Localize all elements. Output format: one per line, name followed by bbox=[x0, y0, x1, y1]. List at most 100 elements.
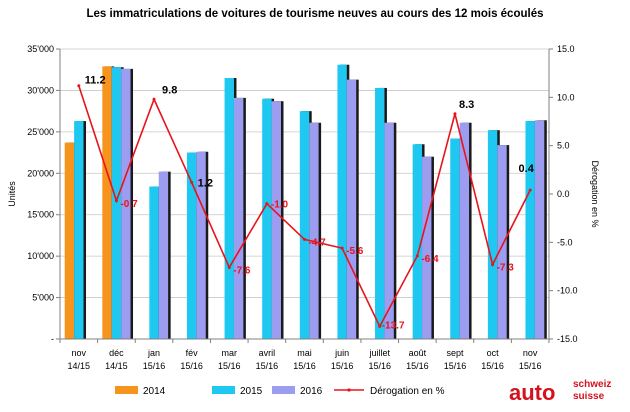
y-axis-title: Unités bbox=[7, 181, 17, 207]
chart-title: Les immatriculations de voitures de tour… bbox=[87, 8, 544, 20]
deviation-point bbox=[114, 199, 118, 203]
legend-marker bbox=[347, 388, 351, 392]
bar bbox=[196, 151, 206, 339]
deviation-point bbox=[415, 254, 419, 258]
deviation-point bbox=[152, 97, 156, 101]
data-label: -7.3 bbox=[497, 263, 515, 274]
legend-label: 2016 bbox=[300, 386, 323, 397]
y-tick-label: 25'000 bbox=[27, 127, 54, 137]
bar bbox=[422, 156, 432, 339]
x-tick-label: nov bbox=[523, 348, 538, 358]
deviation-point bbox=[77, 84, 81, 88]
x-tick-label: 14/15 bbox=[105, 361, 128, 371]
y2-tick-label: 15.0 bbox=[557, 44, 575, 54]
x-tick-label: avril bbox=[259, 348, 276, 358]
bar bbox=[102, 66, 112, 340]
data-label: -5.6 bbox=[346, 246, 364, 257]
data-label: -4.7 bbox=[309, 237, 327, 248]
data-label: -6.4 bbox=[421, 254, 439, 265]
bar bbox=[384, 122, 394, 339]
x-tick-label: nov bbox=[72, 348, 87, 358]
x-tick-label: 15/16 bbox=[218, 361, 241, 371]
deviation-point bbox=[190, 180, 194, 184]
x-tick-label: 15/16 bbox=[519, 361, 542, 371]
x-tick-label: 15/16 bbox=[368, 361, 391, 371]
x-tick-label: 15/16 bbox=[180, 361, 203, 371]
y2-tick-label: -15.0 bbox=[557, 334, 578, 344]
x-tick-label: 15/16 bbox=[293, 361, 316, 371]
x-tick-label: 15/16 bbox=[481, 361, 504, 371]
x-tick-label: juillet bbox=[368, 348, 390, 358]
auto-schweiz-logo: auto schweiz suisse bbox=[509, 379, 611, 405]
bar bbox=[64, 142, 75, 339]
x-tick-label: mar bbox=[222, 348, 238, 358]
x-tick-label: août bbox=[409, 348, 427, 358]
bar bbox=[224, 78, 234, 339]
y2-tick-label: 10.0 bbox=[557, 92, 575, 102]
bar bbox=[111, 67, 122, 339]
y-tick-label: 15'000 bbox=[27, 210, 54, 220]
deviation-point bbox=[227, 265, 231, 269]
deviation-point bbox=[528, 188, 532, 192]
data-label: 9.8 bbox=[162, 84, 177, 96]
y-tick-label: 20'000 bbox=[27, 168, 54, 178]
y2-tick-label: -5.0 bbox=[557, 237, 573, 247]
x-tick-label: 15/16 bbox=[406, 361, 429, 371]
legend-swatch bbox=[115, 386, 138, 394]
x-tick-label: jan bbox=[147, 348, 160, 358]
bar bbox=[346, 79, 357, 340]
x-tick-label: fév bbox=[186, 348, 199, 358]
x-tick-label: 14/15 bbox=[68, 361, 91, 371]
bar bbox=[487, 130, 498, 339]
deviation-point bbox=[453, 112, 457, 116]
bar bbox=[299, 111, 310, 340]
bar bbox=[262, 98, 272, 339]
data-label: -0.7 bbox=[120, 199, 138, 210]
x-tick-label: sept bbox=[446, 348, 464, 358]
legend-swatch bbox=[272, 386, 295, 394]
bar bbox=[534, 120, 545, 339]
bar bbox=[412, 144, 423, 339]
x-tick-label: déc bbox=[109, 348, 124, 358]
y-tick-label: 5'000 bbox=[32, 293, 54, 303]
x-tick-label: 15/16 bbox=[444, 361, 467, 371]
bar bbox=[74, 121, 84, 339]
bar bbox=[497, 145, 507, 339]
data-label: -13.7 bbox=[382, 320, 405, 331]
bar bbox=[149, 186, 159, 339]
logo-word: auto bbox=[509, 380, 555, 405]
logo-line1: schweiz bbox=[573, 379, 611, 390]
x-tick-label: mai bbox=[297, 348, 312, 358]
y2-tick-label: 0.0 bbox=[557, 189, 570, 199]
y-tick-label: 10'000 bbox=[27, 251, 54, 261]
deviation-point bbox=[491, 263, 495, 267]
data-label: 11.2 bbox=[85, 75, 106, 87]
bar bbox=[459, 122, 470, 339]
bar bbox=[271, 101, 281, 339]
y-tick-label: - bbox=[51, 334, 54, 344]
bar bbox=[525, 121, 535, 339]
legend-swatch bbox=[212, 386, 235, 394]
legend-label: 2014 bbox=[143, 386, 166, 397]
data-labels: 11.2 -0.7 9.8 1.2 -7.6 -1.0 -4.7 -5.6 -13.7 -6.4 8… bbox=[85, 75, 535, 332]
data-label: -7.6 bbox=[233, 265, 251, 276]
deviation-point bbox=[303, 237, 306, 241]
bar bbox=[309, 122, 319, 339]
x-tick-label: oct bbox=[487, 348, 500, 358]
y-tick-label: 35'000 bbox=[27, 44, 54, 54]
deviation-point bbox=[340, 246, 344, 250]
bar bbox=[158, 171, 169, 339]
y2-tick-label: -10.0 bbox=[557, 286, 578, 296]
x-tick-label: 15/16 bbox=[256, 361, 279, 371]
y2-tick-label: 5.0 bbox=[557, 141, 570, 151]
legend: 2014 2015 2016 Dérogation en % bbox=[115, 386, 445, 397]
bar bbox=[375, 87, 385, 339]
axes: - 5'000 10'000 15'000 20'000 25'000 30'000 35'0… bbox=[7, 44, 600, 371]
legend-label: 2015 bbox=[240, 386, 263, 397]
bar bbox=[121, 68, 131, 339]
bar bbox=[233, 97, 244, 339]
bars bbox=[64, 64, 547, 340]
data-label: 0.4 bbox=[519, 163, 535, 175]
data-label: 1.2 bbox=[198, 177, 213, 189]
logo-line2: suisse bbox=[573, 391, 605, 402]
